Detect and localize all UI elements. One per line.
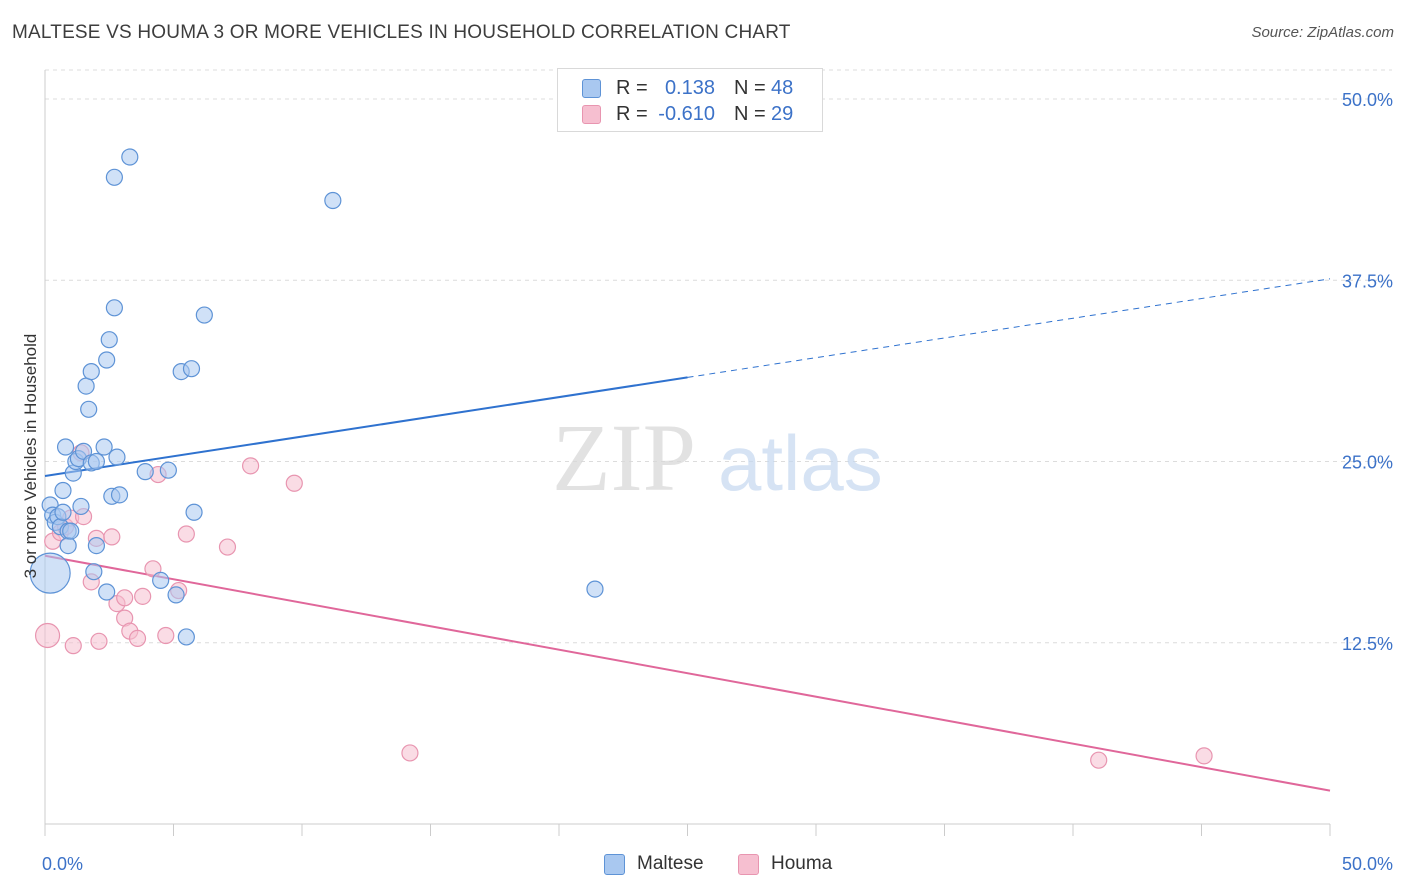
houma-point <box>90 632 108 650</box>
x-tick-label: 0.0% <box>42 854 83 874</box>
maltese-point <box>82 363 100 381</box>
y-axis-label: 3 or more Vehicles in Household <box>21 334 40 579</box>
maltese-point <box>54 481 72 500</box>
houma-point <box>134 587 152 605</box>
houma-point <box>242 457 260 475</box>
maltese-point <box>77 377 95 395</box>
maltese-point <box>195 306 213 324</box>
chart-title: MALTESE VS HOUMA 3 OR MORE VEHICLES IN H… <box>12 22 791 43</box>
houma-point <box>177 525 195 543</box>
x-tick-label: 50.0% <box>1342 854 1393 874</box>
houma-point <box>116 589 134 607</box>
maltese-point <box>95 438 113 456</box>
maltese-point <box>56 438 75 456</box>
houma-point <box>103 528 121 546</box>
maltese-trend-extension <box>687 278 1331 378</box>
maltese-point <box>62 522 80 540</box>
houma-swatch <box>582 105 601 124</box>
maltese-point <box>324 191 342 210</box>
legend-n-label: N = <box>734 77 766 99</box>
legend-n-value-houma: 29 <box>771 103 794 125</box>
maltese-point <box>98 351 116 369</box>
maltese-point <box>54 503 72 521</box>
maltese-point <box>110 486 129 504</box>
maltese-point <box>586 580 604 598</box>
trend-lines <box>44 278 1331 792</box>
houma-point <box>34 622 61 649</box>
y-tick-label: 12.5% <box>1342 634 1393 654</box>
maltese-point <box>177 628 195 646</box>
maltese-point <box>59 536 77 555</box>
maltese-point <box>167 586 185 604</box>
maltese-point <box>105 168 123 186</box>
maltese-point <box>136 463 154 481</box>
legend-n-label: N = <box>734 103 766 125</box>
maltese-point <box>87 536 106 555</box>
y-tick-label: 25.0% <box>1342 453 1393 473</box>
houma-point <box>1090 751 1108 769</box>
legend-r-label: R = <box>616 77 648 99</box>
maltese-point <box>108 448 126 466</box>
houma-point <box>1195 747 1213 765</box>
houma-trend-line <box>44 554 1331 792</box>
legend-r-value-houma: -0.610 <box>658 103 715 125</box>
maltese-point <box>98 583 116 601</box>
y-tick-label: 50.0% <box>1342 90 1393 110</box>
source-label: Source: ZipAtlas.com <box>1251 24 1394 41</box>
gridlines <box>45 69 1392 644</box>
legend-n-value-maltese: 48 <box>771 77 794 99</box>
bottom-legend-label: Houma <box>771 853 833 874</box>
y-tick-label: 37.5% <box>1342 271 1393 291</box>
axes <box>44 70 1331 836</box>
houma-point <box>157 626 175 645</box>
maltese-point <box>121 148 139 166</box>
legend-r-value-maltese: 0.138 <box>664 77 715 99</box>
maltese-point <box>185 503 203 521</box>
stats-legend: R = 0.138 N = 48 R = -0.610 N = 29 <box>557 68 823 132</box>
watermark-zip: ZIP <box>552 404 696 511</box>
maltese-point <box>100 331 118 349</box>
maltese-point <box>80 400 98 418</box>
houma-point <box>128 629 147 648</box>
watermark-atlas: atlas <box>718 419 883 507</box>
maltese-point <box>87 452 106 471</box>
maltese-point <box>182 360 201 378</box>
houma-swatch <box>738 854 759 875</box>
maltese-point <box>152 571 170 590</box>
legend-r-label: R = <box>616 103 648 125</box>
maltese-point <box>105 299 123 317</box>
maltese-swatch <box>604 854 625 875</box>
bottom-legend-label: Maltese <box>637 853 704 874</box>
data-points <box>29 148 1213 769</box>
maltese-point <box>159 461 177 479</box>
houma-point <box>218 538 237 556</box>
tick-labels: 12.5% 25.0% 37.5% 50.0% 0.0% 50.0% <box>42 90 1393 874</box>
maltese-point <box>29 552 71 594</box>
houma-point <box>285 474 303 492</box>
maltese-swatch <box>582 79 601 98</box>
houma-point <box>401 744 419 762</box>
maltese-point <box>72 497 90 516</box>
maltese-trend-line <box>44 376 688 477</box>
houma-point <box>64 637 82 655</box>
maltese-point <box>85 563 103 581</box>
